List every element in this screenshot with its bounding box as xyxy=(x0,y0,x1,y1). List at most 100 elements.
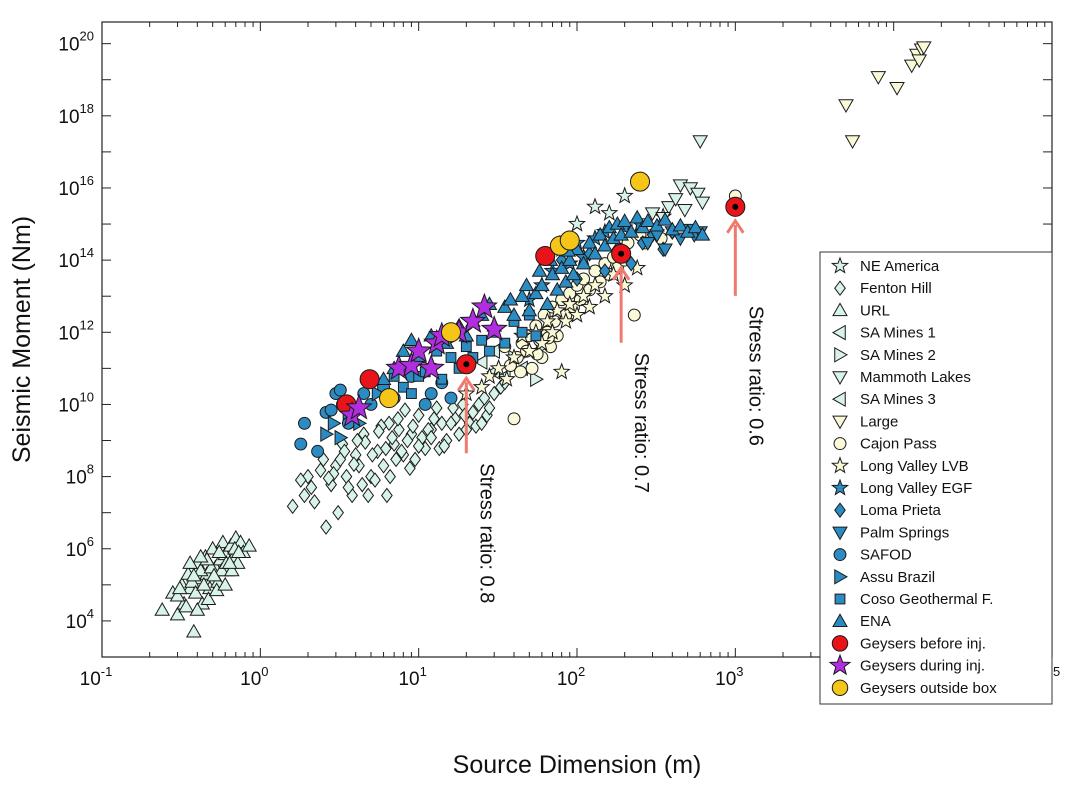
data-point xyxy=(483,400,496,416)
legend-label: SA Mines 3 xyxy=(860,391,936,408)
data-point xyxy=(459,307,487,333)
data-point xyxy=(476,334,488,346)
data-point xyxy=(200,591,217,605)
data-point xyxy=(525,361,539,375)
legend-item: SAFOD xyxy=(833,547,912,564)
legend-label: Geysers during inj. xyxy=(860,658,985,675)
data-point xyxy=(497,369,516,387)
legend-item: Palm Springs xyxy=(832,524,949,541)
highlight-dot xyxy=(463,361,470,368)
annotation-text: Stress ratio: 0.8 xyxy=(475,463,497,603)
data-point xyxy=(616,213,633,227)
annotation-arrowhead xyxy=(726,218,745,234)
data-point xyxy=(531,262,548,277)
data-point xyxy=(538,311,557,330)
data-point xyxy=(366,447,379,463)
data-point xyxy=(412,407,425,424)
data-point xyxy=(514,288,530,302)
data-point xyxy=(543,322,562,340)
data-point xyxy=(623,224,640,238)
data-point xyxy=(460,341,472,353)
data-point xyxy=(397,351,426,378)
data-point xyxy=(600,203,619,221)
legend-marker xyxy=(834,568,849,585)
data-point xyxy=(561,252,578,266)
x-tick-label: 100 xyxy=(240,664,268,690)
legend-marker xyxy=(834,502,846,519)
legend-label: Long Valley LVB xyxy=(860,458,969,475)
data-point xyxy=(298,487,311,504)
legend-marker xyxy=(831,679,849,697)
data-point xyxy=(217,576,234,591)
data-point xyxy=(418,397,432,411)
data-point xyxy=(627,308,641,322)
data-point xyxy=(320,519,332,535)
legend-item: Long Valley EGF xyxy=(830,478,972,497)
data-point xyxy=(615,186,634,204)
data-point xyxy=(440,322,462,343)
legend-item: Loma Prieta xyxy=(834,502,942,519)
data-point xyxy=(528,285,544,300)
data-point xyxy=(377,457,390,474)
data-point xyxy=(211,544,228,559)
data-point xyxy=(672,217,689,232)
legend-marker xyxy=(831,391,846,408)
data-point xyxy=(305,479,318,496)
data-point xyxy=(595,286,614,304)
data-point xyxy=(221,555,238,569)
data-point xyxy=(557,273,574,288)
data-point xyxy=(690,187,706,202)
data-point xyxy=(911,54,928,69)
legend-item: SA Mines 3 xyxy=(831,391,936,408)
data-point xyxy=(475,415,488,432)
data-point xyxy=(298,416,311,430)
legend-marker xyxy=(830,256,850,274)
data-point xyxy=(169,606,186,621)
data-point xyxy=(397,381,409,393)
x-tick-label: 103 xyxy=(715,664,743,690)
data-point xyxy=(294,472,307,488)
y-axis-label: Seismic Moment (Nm) xyxy=(8,216,36,463)
legend-label: NE America xyxy=(860,258,940,275)
legend-item: Cajon Pass xyxy=(833,436,937,453)
data-point xyxy=(395,343,412,357)
annotation-text: Stress ratio: 0.7 xyxy=(630,353,652,493)
legend-label: Palm Springs xyxy=(860,524,949,541)
data-point xyxy=(424,387,438,401)
data-point xyxy=(356,476,369,493)
legend-item: NE America xyxy=(830,256,940,275)
data-point xyxy=(472,377,491,395)
data-point xyxy=(587,245,603,260)
data-point xyxy=(599,263,611,279)
data-point xyxy=(386,429,399,446)
data-point xyxy=(553,260,570,274)
legend-item: URL xyxy=(832,302,890,319)
legend-label: SA Mines 2 xyxy=(860,347,936,364)
data-point xyxy=(507,412,521,426)
legend-marker xyxy=(832,302,848,317)
data-point xyxy=(375,371,392,385)
data-point xyxy=(241,537,258,552)
data-point xyxy=(567,214,587,232)
data-point xyxy=(327,415,342,432)
data-point xyxy=(870,71,887,85)
data-point xyxy=(412,438,425,454)
data-point xyxy=(445,415,457,432)
data-point xyxy=(311,444,325,458)
legend-item: Fenton Hill xyxy=(834,280,932,297)
data-point xyxy=(567,305,587,323)
data-point xyxy=(506,307,522,321)
data-point xyxy=(409,451,422,468)
y-tick-label: 108 xyxy=(66,462,94,489)
data-point xyxy=(192,548,209,563)
legend-label: Cajon Pass xyxy=(860,436,937,453)
data-point xyxy=(889,81,905,96)
y-tick-label: 106 xyxy=(66,534,94,561)
data-point xyxy=(405,336,433,363)
y-tick-label: 1016 xyxy=(58,173,94,200)
data-point xyxy=(169,587,186,602)
data-point xyxy=(395,443,408,460)
data-point xyxy=(639,237,656,251)
data-point xyxy=(657,211,673,226)
